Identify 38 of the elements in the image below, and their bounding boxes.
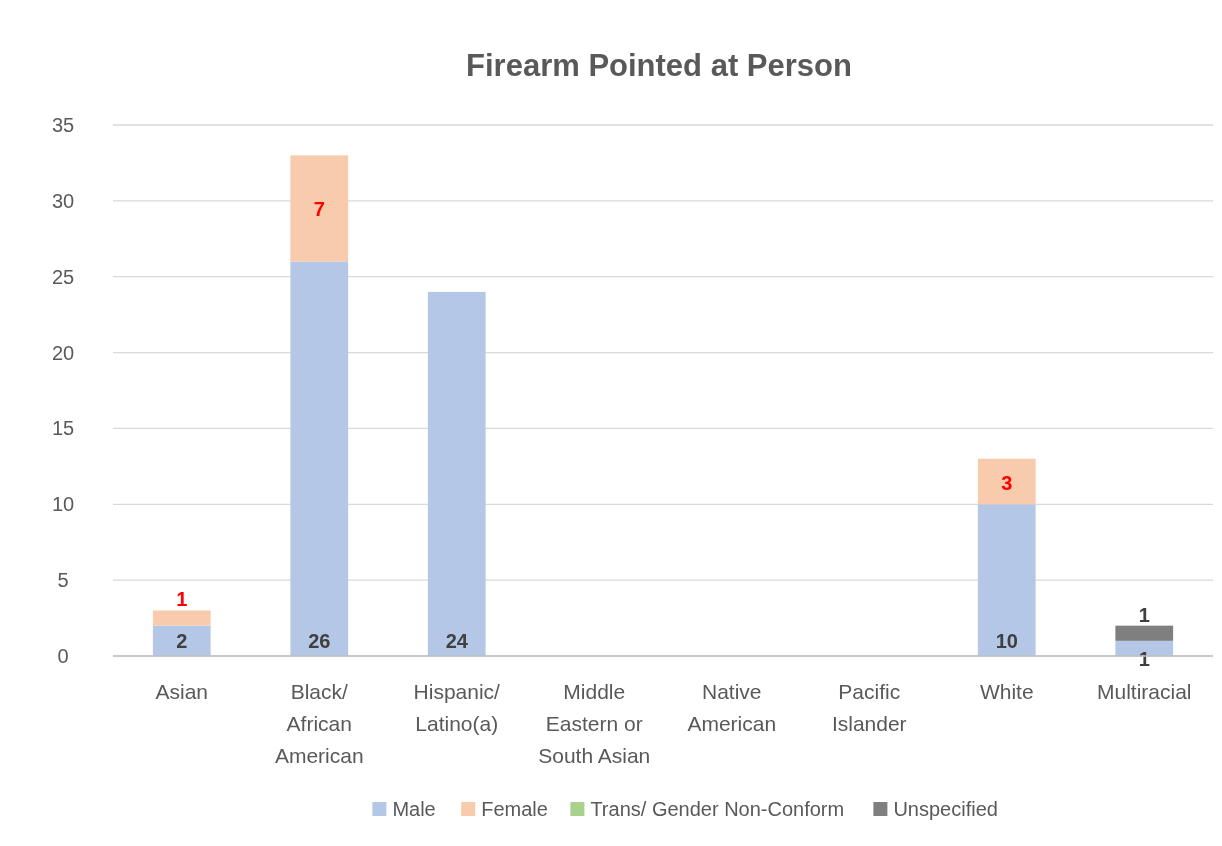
legend-label: Unspecified [893,798,998,820]
data-label: 1 [1138,603,1150,626]
x-tick-label: Hispanic/ Latino(a) [413,680,501,735]
data-label: 24 [445,630,469,652]
bar [290,155,349,262]
x-tick-label: Asian [155,680,209,703]
y-tick-label: 5 [57,569,69,592]
data-label: 1 [176,588,188,611]
legend-label: Female [481,798,548,820]
y-tick-label: 10 [51,493,75,516]
y-tick-label: 35 [51,114,75,136]
x-tick-label: Black/ African American [274,680,364,767]
chart-title: Firearm Pointed at Person [466,48,852,83]
x-tick-label: Native American [687,680,777,735]
bar [152,625,211,656]
y-tick-label: 15 [51,417,75,440]
data-label: 2 [176,630,188,652]
data-label: 26 [308,630,331,652]
x-tick-label: White [979,680,1034,703]
bar [152,610,211,626]
data-label: 3 [1001,471,1013,494]
bar [1115,625,1174,641]
y-tick-label: 25 [51,265,75,288]
legend-label: Male [392,798,436,820]
bar [427,291,486,656]
bar [977,504,1036,656]
y-tick-label: 30 [51,189,75,212]
x-tick-label: Pacific Islander [831,680,907,735]
data-label: 7 [313,198,325,221]
bar [290,261,349,656]
y-tick-label: 20 [51,341,75,364]
data-label: 1 [1138,648,1150,670]
x-tick-label: Multiracial [1096,680,1192,703]
data-label: 10 [995,630,1018,652]
y-tick-label: 0 [57,645,69,667]
x-tick-label: Middle Eastern or South Asian [538,680,651,767]
legend-label: Trans/ Gender Non-Conform [590,798,845,820]
bar [977,458,1036,505]
